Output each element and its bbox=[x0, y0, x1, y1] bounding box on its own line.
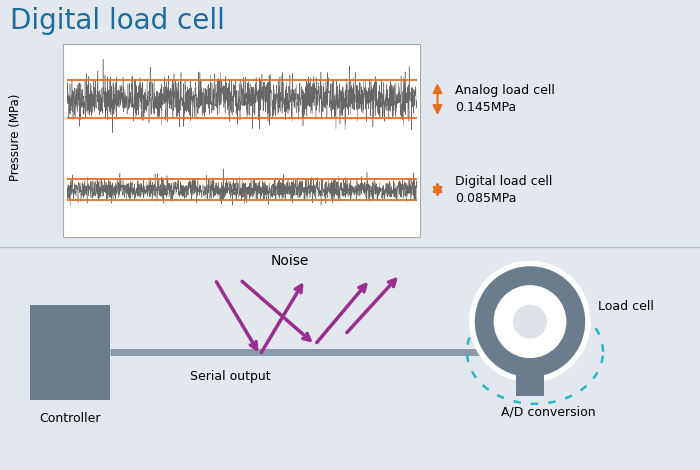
Circle shape bbox=[512, 304, 548, 340]
Text: Digital load cell
0.085MPa: Digital load cell 0.085MPa bbox=[455, 174, 552, 204]
Text: A/D conversion: A/D conversion bbox=[500, 406, 595, 419]
Text: Serial output: Serial output bbox=[190, 370, 270, 383]
Text: Noise: Noise bbox=[271, 254, 309, 268]
Text: Controller: Controller bbox=[39, 412, 101, 425]
Text: Digital load cell: Digital load cell bbox=[10, 8, 225, 35]
Circle shape bbox=[495, 287, 565, 357]
FancyBboxPatch shape bbox=[516, 374, 544, 396]
Text: Analog load cell
0.145MPa: Analog load cell 0.145MPa bbox=[455, 84, 555, 114]
Text: Pressure (MPa): Pressure (MPa) bbox=[9, 93, 22, 180]
FancyBboxPatch shape bbox=[63, 44, 420, 237]
FancyBboxPatch shape bbox=[30, 305, 110, 400]
Text: Load cell: Load cell bbox=[598, 300, 654, 313]
Circle shape bbox=[472, 264, 588, 380]
